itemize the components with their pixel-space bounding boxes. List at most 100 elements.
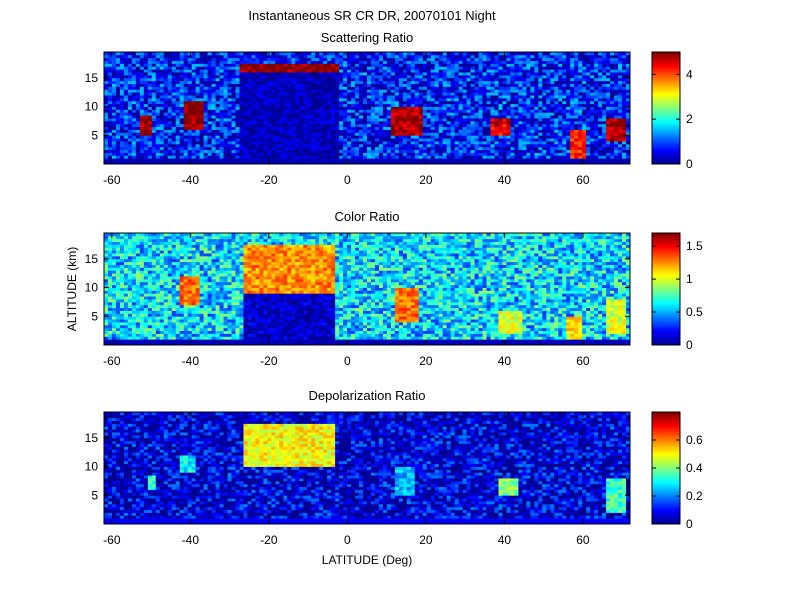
heatmap-cell [171,60,177,64]
heatmap-cell [506,92,511,96]
heatmap-cell [199,63,205,67]
heatmap-cell [558,118,563,122]
heatmap-cell [474,72,479,76]
heatmap-cell [458,100,464,105]
heatmap-cell [219,92,224,96]
heatmap-cell [606,66,611,70]
heatmap-cell [291,83,296,87]
heatmap-cell [323,120,328,125]
heatmap-cell [104,63,109,67]
heatmap-cell [315,112,320,116]
heatmap-cell [430,132,436,136]
heatmap-cell [287,100,292,105]
heatmap-cell [474,149,479,153]
heatmap-cell [139,83,145,87]
heatmap-cell [231,89,236,93]
heatmap-cell [514,86,519,90]
heatmap-cell [339,152,344,156]
heatmap-cell [390,52,396,56]
heatmap-cell [287,146,292,151]
heatmap-cell [378,132,384,136]
heatmap-cell [454,123,460,128]
heatmap-cell [510,60,515,64]
heatmap-cell [351,66,356,70]
heatmap-cell [574,66,579,70]
heatmap-cell [207,152,212,156]
heatmap-cell [390,69,396,73]
heatmap-cell [171,74,177,79]
heatmap-cell [430,60,436,64]
heatmap-cell [155,146,161,151]
heatmap-cell [139,126,145,130]
heatmap-cell [151,77,157,82]
heatmap-cell [522,132,527,136]
heatmap-cell [251,63,256,67]
heatmap-cell [570,77,575,82]
heatmap-cell [426,132,432,136]
heatmap-cell [195,74,201,79]
heatmap-cell [315,77,320,82]
heatmap-cell [195,115,201,119]
heatmap-cell [502,106,507,110]
heatmap-cell [494,74,499,79]
heatmap-cell [323,57,328,62]
heatmap-cell [255,123,260,128]
heatmap-cell [454,126,460,130]
heatmap-cell [382,86,388,90]
heatmap-cell [454,103,460,107]
heatmap-cell [259,60,264,64]
heatmap-cell [438,146,444,151]
heatmap-cell [570,103,575,107]
heatmap-cell [167,52,173,56]
heatmap-cell [251,161,256,165]
heatmap-cell [554,74,559,79]
heatmap-cell [247,86,252,90]
heatmap-cell [319,95,324,99]
heatmap-cell [522,115,527,119]
heatmap-cell [562,95,567,99]
heatmap-cell [466,95,471,99]
heatmap-cell [183,106,189,110]
heatmap-cell [171,120,177,125]
heatmap-cell [295,97,300,102]
heatmap-cell [151,135,157,139]
heatmap-cell [422,57,428,62]
heatmap-cell [167,146,173,151]
heatmap-cell [466,120,471,125]
heatmap-cell [259,118,264,122]
heatmap-cell [602,89,607,93]
heatmap-cell [534,115,539,119]
heatmap-cell [155,83,161,87]
heatmap-cell [263,118,268,122]
heatmap-cell [115,77,121,82]
heatmap-cell [351,146,356,151]
heatmap-cell [406,77,412,82]
heatmap-cell [502,97,507,102]
heatmap-cell [247,141,252,145]
heatmap-cell [510,149,515,153]
heatmap-cell [438,132,444,136]
heatmap-cell [311,126,316,130]
heatmap-cell [171,161,177,165]
heatmap-cell [398,138,404,142]
heatmap-cell [143,63,149,67]
heatmap-cell [506,100,511,105]
heatmap-cell [422,86,428,90]
heatmap-cell [135,63,141,67]
heatmap-cell [131,72,137,76]
heatmap-cell [183,92,189,96]
heatmap-cell [283,77,288,82]
heatmap-cell [602,63,607,67]
heatmap-cell [582,149,587,153]
heatmap-cell [378,126,384,130]
heatmap-cell [315,95,320,99]
heatmap-cell [430,112,436,116]
heatmap-cell [522,138,527,142]
heatmap-cell [434,123,440,128]
heatmap-cell [115,54,121,59]
heatmap-cell [104,112,109,116]
heatmap-cell [235,112,240,116]
heatmap-cell [490,60,495,64]
heatmap-cell [179,141,185,145]
heatmap-cell [119,115,125,119]
